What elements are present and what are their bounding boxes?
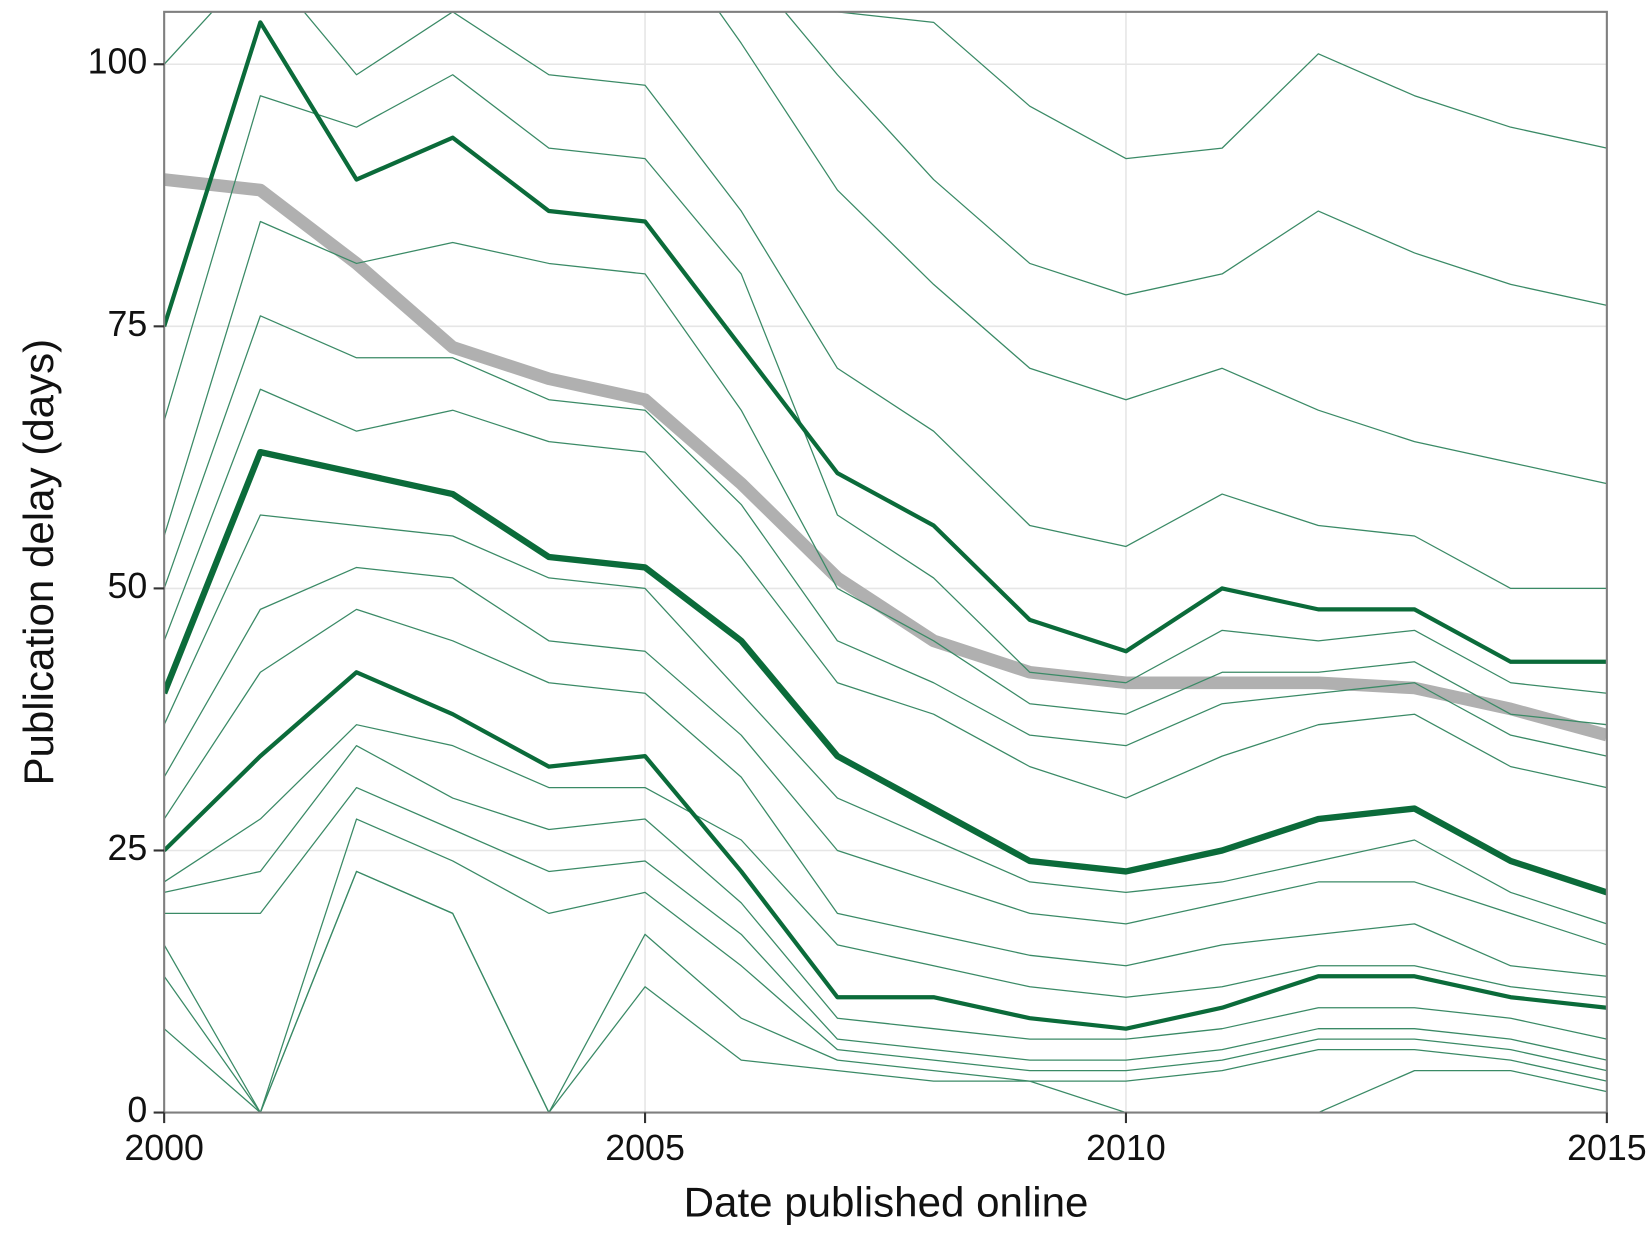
grid: [163, 11, 1608, 1114]
series-line: [164, 315, 1607, 757]
y-tick-label: 100: [88, 42, 148, 82]
series-line: [164, 724, 1607, 998]
series-line: [164, 173, 1607, 742]
x-tick-label: 2015: [1567, 1128, 1647, 1168]
series-line: [164, 870, 1607, 1113]
series-line: [164, 220, 1607, 726]
y-axis-label: Publication delay (days): [15, 339, 62, 786]
series-line: [164, 514, 1607, 925]
panel-border: [163, 10, 1608, 1114]
series-line: [164, 786, 1607, 1061]
x-tick-label: 2000: [124, 1128, 204, 1168]
series-line: [784, 11, 1607, 306]
y-tick-label: 0: [127, 1090, 147, 1130]
series-line: [718, 11, 1607, 485]
series-line: [164, 74, 1607, 694]
series-line: [164, 388, 1607, 799]
series-line: [164, 11, 1607, 590]
series-line: [164, 745, 1607, 1040]
axes: 0 25 50 75 100 2000 2005 2010 2015: [88, 42, 1647, 1168]
y-tick-label: 50: [108, 566, 148, 606]
series-line: [836, 11, 1607, 160]
series-line: [164, 608, 1607, 977]
series-line: [164, 20, 1607, 664]
y-tick-label: 25: [108, 828, 148, 868]
series-line: [164, 448, 1607, 896]
series-line: [164, 670, 1607, 1031]
x-axis-label: Date published online: [684, 1178, 1089, 1225]
y-tick-label: 75: [108, 304, 148, 344]
series-line: [164, 818, 1607, 1113]
plot-lines: [164, 11, 1607, 1113]
x-tick-label: 2010: [1086, 1128, 1166, 1168]
series-line: [164, 566, 1607, 946]
x-tick-label: 2005: [605, 1128, 685, 1168]
